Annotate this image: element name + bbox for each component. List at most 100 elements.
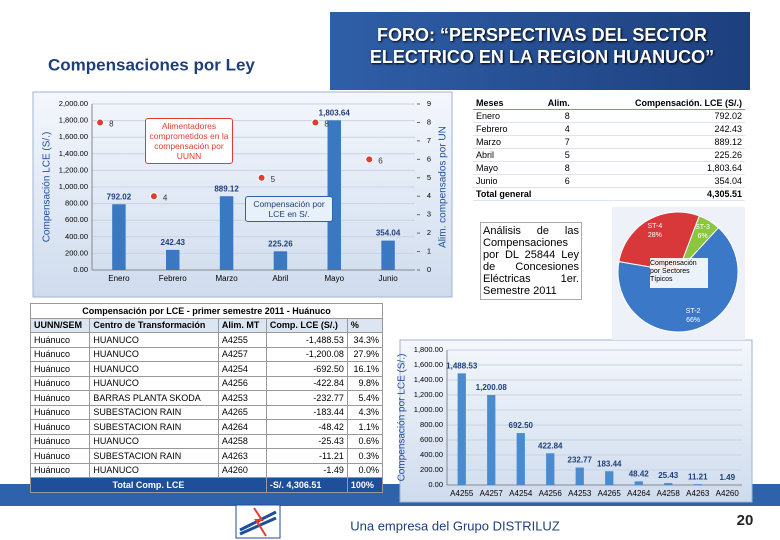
cell: Huánuco (29, 404, 91, 420)
point (311, 118, 320, 127)
y2-tick-label: 5 (427, 173, 431, 182)
cell: 4.3% (346, 404, 384, 420)
cell: -422.84 (265, 375, 348, 391)
point (96, 118, 105, 127)
cell: A4254 (217, 361, 267, 377)
total-cell: -S/. 4,306.51 (265, 477, 348, 493)
bar (381, 240, 395, 270)
bar (219, 196, 234, 270)
cell: HUANUCO (89, 346, 219, 362)
y-tick-label: 1,200.00 (414, 390, 443, 399)
y2-tick-label: 3 (427, 210, 431, 219)
y-tick-label: 2,000.00 (59, 99, 88, 108)
x-tick-label: A4263 (686, 489, 710, 498)
y2-tick-label: 2 (427, 228, 431, 237)
y-axis-label: Compensación por LCE (S/.) (397, 354, 408, 482)
value-label: 1,488.53 (446, 361, 478, 370)
point-label: 4 (163, 193, 168, 202)
feeder-table: Compensación por LCE - primer semestre 2… (29, 303, 384, 493)
value-label: 11.21 (688, 472, 708, 481)
x-tick-label: Febrero (159, 274, 188, 283)
x-tick-label: A4258 (657, 489, 681, 498)
total-cell: Total general (473, 187, 573, 201)
x-tick-label: A4256 (539, 489, 563, 498)
value-label: 354.04 (376, 229, 401, 238)
cell: Enero (473, 109, 531, 123)
row: Abril 5 225.26 (473, 148, 745, 162)
cell: -692.50 (265, 361, 348, 377)
y2-tick-label: 8 (427, 117, 431, 126)
cell: 0.0% (346, 462, 384, 478)
point-label: 5 (271, 175, 276, 184)
row: Huánuco SUBESTACION RAIN A4264 -48.42 1.1% (29, 419, 384, 435)
cell: HUANUCO (89, 332, 219, 348)
y-tick-label: 0.00 (428, 480, 443, 489)
value-label: 242.43 (161, 238, 186, 247)
cell: -25.43 (265, 433, 348, 449)
cell: 8 (530, 161, 573, 175)
cell: 34.3% (346, 332, 384, 348)
x-tick-label: A4257 (480, 489, 504, 498)
cell: -1,200.08 (265, 346, 348, 362)
cell: 225.26 (572, 148, 745, 162)
column-header: Compensación. LCE (S/.) (572, 97, 745, 110)
bar (546, 453, 555, 485)
row: Huánuco SUBESTACION RAIN A4265 -183.44 4.3% (29, 404, 384, 420)
slice-value: 66% (686, 317, 700, 324)
y2-tick-label: 1 (427, 247, 431, 256)
point (257, 173, 266, 182)
slice-value: 6% (697, 233, 707, 240)
total-cell: Total Comp. LCE (30, 477, 267, 493)
y-tick-label: 400.00 (420, 450, 443, 459)
slice-label: ST-4 (647, 223, 662, 230)
cell: Huánuco (29, 332, 91, 348)
x-tick-label: A4265 (598, 489, 622, 498)
value-label: 1,803.64 (319, 108, 351, 117)
y-tick-label: 200.00 (65, 248, 88, 257)
row: Junio 6 354.04 (473, 174, 745, 188)
column-header: Centro de Transformación (89, 317, 219, 333)
header-row: UUNN/SEM Centro de Transformación Alim. MT… (29, 317, 384, 333)
row: Huánuco HUANUCO A4258 -25.43 0.6% (29, 433, 384, 449)
cell: -11.21 (265, 448, 348, 464)
value-label: 422.84 (538, 441, 563, 450)
y-tick-label: 800.00 (420, 420, 443, 429)
bar (516, 433, 525, 485)
bar (487, 394, 496, 485)
cell: Huánuco (29, 448, 91, 464)
cell: 792.02 (572, 109, 745, 123)
annotation: Alimentadores comprometidos en la compen… (145, 118, 233, 164)
column-header: Alim. MT (217, 317, 267, 333)
x-tick-label: Junio (379, 274, 399, 283)
cell: A4260 (217, 462, 267, 478)
cell: 9.8% (346, 375, 384, 391)
y2-tick-label: 4 (427, 191, 431, 200)
pie-slice (618, 211, 700, 273)
table-title: Compensación por LCE - primer semestre 2… (30, 303, 383, 319)
section-title: Compensaciones por Ley (48, 55, 255, 74)
x-tick-label: A4254 (509, 489, 533, 498)
value-label: 692.50 (509, 421, 534, 430)
bar (327, 120, 341, 270)
value-label: 1,200.08 (476, 383, 508, 392)
slide-title: FORO: “PERSPECTIVAS DEL SECTOR ELECTRICO… (369, 25, 715, 67)
cell: HUANUCO (89, 433, 219, 449)
cell: 8 (530, 109, 573, 123)
row: Huánuco HUANUCO A4260 -1.49 0.0% (29, 462, 384, 478)
slice-label: ST-2 (686, 308, 701, 315)
bar (693, 484, 702, 485)
y2-axis-label: Alim. compensados por UN (438, 126, 449, 248)
cell: 1.1% (346, 419, 384, 435)
y-tick-label: 1,400.00 (59, 149, 88, 158)
value-label: 25.43 (658, 471, 679, 480)
row: Huánuco HUANUCO A4257 -1,200.08 27.9% (29, 346, 384, 362)
logo (235, 504, 281, 539)
row: Marzo 7 889.12 (473, 135, 745, 149)
slice-label: ST-3 (695, 224, 710, 231)
row: Huánuco BARRAS PLANTA SKODA A4253 -232.77 5.… (29, 390, 384, 406)
y-axis-label: Compensación LCE (S/.) (42, 132, 53, 243)
page-number: 20 (737, 512, 754, 529)
cell: Abril (473, 148, 531, 162)
cell: 0.6% (346, 433, 384, 449)
cell: A4263 (217, 448, 267, 464)
